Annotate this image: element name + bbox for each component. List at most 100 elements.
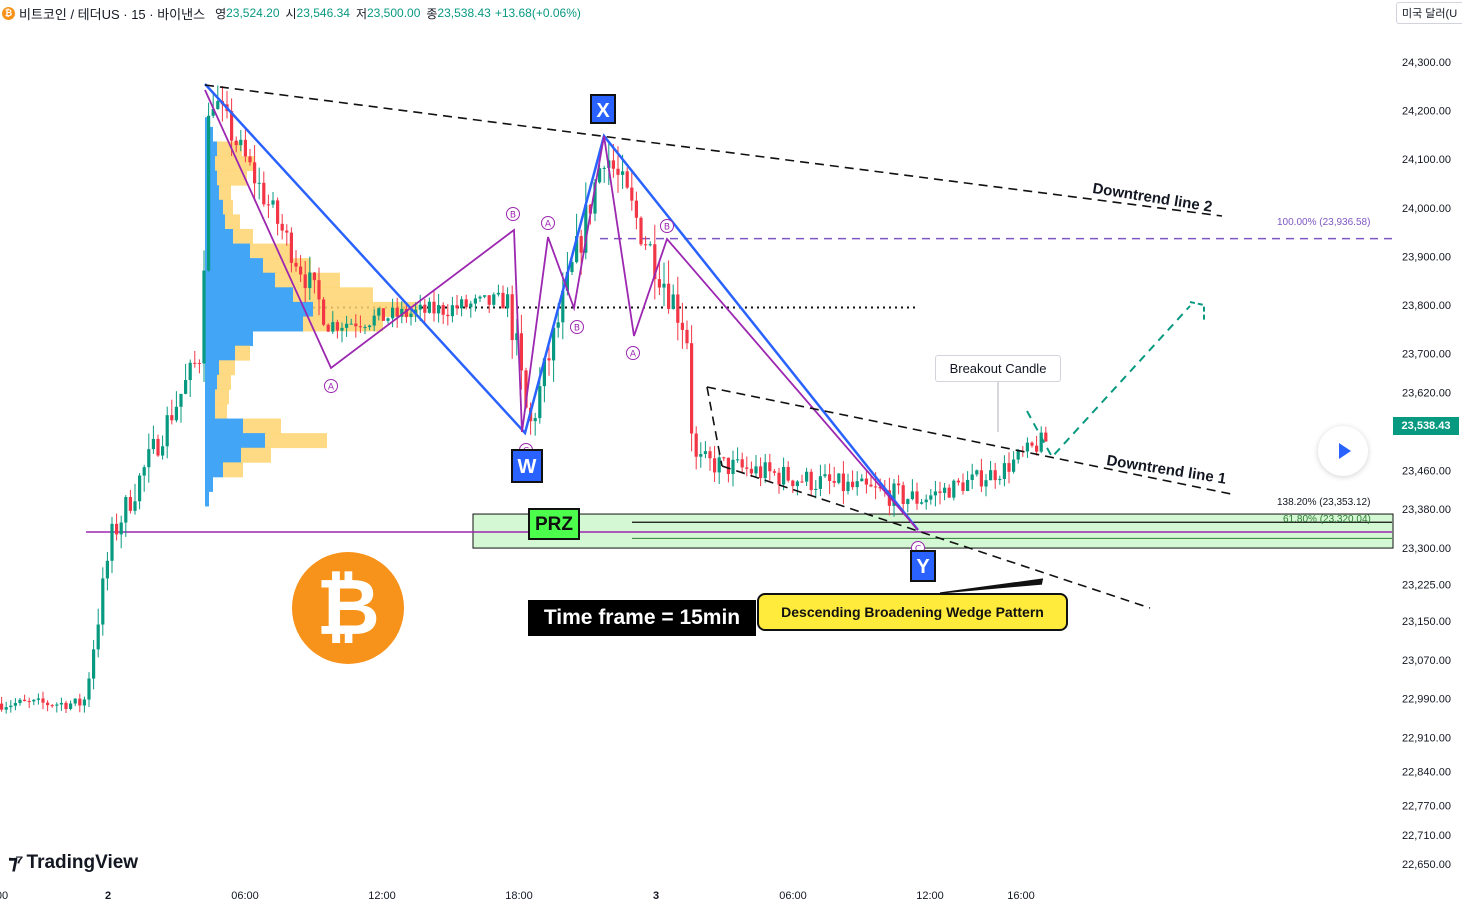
volume-profile	[205, 117, 418, 507]
candle-body	[133, 501, 137, 511]
x-tick-label: 06:00	[231, 890, 259, 902]
currency-button[interactable]: 미국 달러(U	[1396, 2, 1462, 24]
candle-body	[124, 497, 128, 523]
candle-body	[473, 298, 477, 304]
candle-body	[846, 481, 850, 492]
candle-body	[64, 702, 68, 709]
y-tick-label: 24,000.00	[1402, 203, 1451, 215]
y-tick-label: 22,650.00	[1402, 859, 1451, 871]
candle-body	[151, 438, 155, 450]
candle-body	[699, 454, 703, 457]
candle-body	[542, 358, 546, 387]
candle-body	[174, 406, 178, 421]
y-tick-label: 22,840.00	[1402, 767, 1451, 779]
candle-body	[299, 266, 303, 275]
wave-label: A	[328, 383, 335, 393]
volume-profile-bar	[205, 141, 217, 157]
volume-profile-bar	[243, 418, 281, 434]
axes: 24,300.00 24,200.00 24,100.00 24,000.00 23,9…	[0, 57, 1451, 902]
candle-body	[73, 698, 77, 704]
candle-body	[630, 187, 634, 201]
candle-body	[308, 272, 312, 289]
candle-body	[312, 272, 316, 281]
candle-body	[777, 472, 781, 485]
candle-body	[763, 462, 767, 479]
candle-body	[506, 294, 510, 309]
candle-body	[1016, 451, 1020, 460]
candle-body	[993, 470, 997, 481]
tradingview-logo[interactable]: ⁊⁷ TradingView	[8, 850, 138, 875]
candle-body	[814, 488, 818, 491]
volume-profile-bar	[205, 331, 253, 347]
candle-body	[243, 139, 247, 157]
volume-profile-bar	[215, 403, 227, 419]
point-x-label[interactable]: X	[590, 94, 616, 124]
candle-body	[1025, 442, 1029, 452]
y-tick-label: 22,710.00	[1402, 830, 1451, 842]
candle-body	[262, 182, 266, 205]
open-value: 23,524.20	[226, 6, 280, 20]
last-price-badge: 23,538.43	[1393, 417, 1459, 435]
volume-profile-bar	[205, 374, 217, 390]
candle-body	[446, 314, 450, 317]
candle-body	[345, 323, 349, 328]
candle-body	[87, 678, 91, 700]
candle-body	[335, 322, 339, 331]
candle-body	[239, 139, 243, 146]
candle-body	[510, 294, 514, 341]
candle-body	[552, 327, 556, 361]
prz-label[interactable]: PRZ	[528, 508, 580, 540]
y-tick-label: 23,620.00	[1402, 388, 1451, 400]
candle-body	[920, 502, 924, 504]
candle-body	[634, 200, 638, 218]
wave-label-ring	[570, 320, 584, 334]
candle-body	[864, 478, 868, 485]
candle-body	[340, 327, 344, 331]
candle-body	[188, 362, 192, 381]
y-tick-label: 24,300.00	[1402, 57, 1451, 69]
play-button[interactable]	[1318, 426, 1368, 476]
candle-body	[4, 707, 8, 710]
projection-arrowhead	[1189, 301, 1205, 320]
candle-body	[952, 480, 956, 498]
candle-body	[524, 370, 528, 408]
candle-body	[892, 483, 896, 506]
point-y-label[interactable]: Y	[910, 550, 936, 582]
wave-labels: BACABABC	[324, 207, 925, 555]
candle-body	[0, 703, 4, 710]
candle-body	[998, 478, 1002, 481]
candle-body	[501, 292, 505, 309]
candle-body	[92, 649, 96, 679]
y-tick-label: 23,800.00	[1402, 300, 1451, 312]
candle-body	[956, 480, 960, 483]
candle-body	[644, 244, 648, 246]
x-tick-label: 2	[105, 890, 111, 902]
candle-body	[910, 491, 914, 500]
candle-body	[533, 418, 537, 422]
time-frame-label[interactable]: Time frame = 15min	[528, 600, 756, 636]
candle-body	[193, 362, 197, 364]
candle-body	[170, 415, 174, 421]
candle-body	[878, 486, 882, 489]
candle-body	[423, 304, 427, 313]
candle-body	[984, 480, 988, 487]
candle-body	[386, 318, 390, 321]
point-w-label[interactable]: W	[511, 449, 543, 483]
volume-profile-bar	[235, 345, 250, 361]
play-icon	[1339, 443, 1351, 459]
bitcoin-icon: ₿	[2, 6, 15, 20]
candle-body	[694, 433, 698, 457]
candle-body	[869, 484, 873, 487]
candle-body	[676, 294, 680, 323]
breakout-candle-callout[interactable]: Breakout Candle	[935, 355, 1061, 382]
candle-body	[933, 491, 937, 496]
candle-body	[32, 699, 36, 702]
candle-body	[906, 499, 910, 504]
candle-body	[257, 182, 261, 184]
symbol-title[interactable]: 비트코인 / 테더US · 15 · 바이낸스	[19, 6, 206, 22]
candle-body	[961, 482, 965, 491]
candle-body	[547, 358, 551, 361]
volume-profile-bar	[205, 462, 223, 478]
wedge-pattern-callout[interactable]: Descending Broadening Wedge Pattern	[757, 593, 1068, 631]
